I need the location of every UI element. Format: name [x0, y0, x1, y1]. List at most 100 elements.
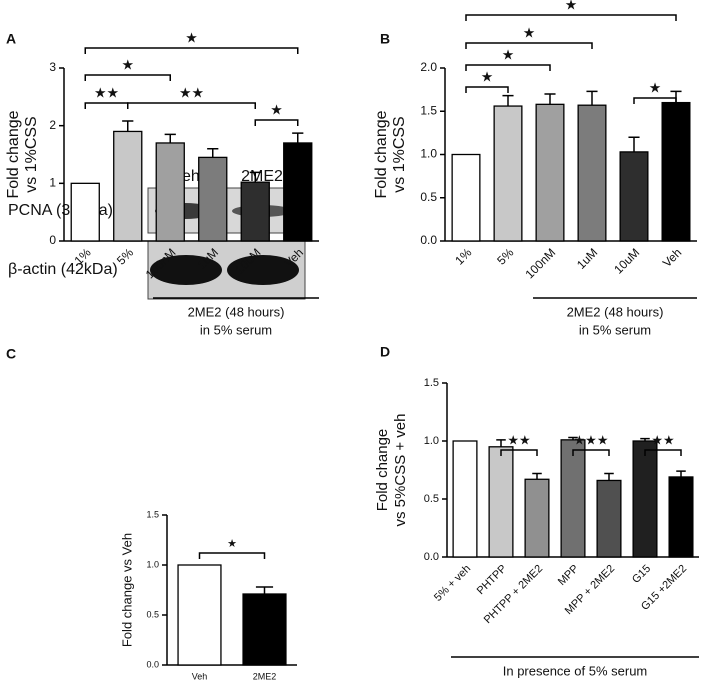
x-tick-label: 5% + veh — [432, 563, 473, 604]
y-axis-label: Fold change vs Veh — [119, 533, 134, 647]
x-tick-label: 10uM — [611, 245, 642, 276]
significance-stars: ★★★ — [574, 432, 609, 447]
significance-bracket — [465, 42, 593, 49]
significance-stars: ★ — [270, 102, 283, 118]
significance-stars: ★ — [121, 57, 134, 73]
panel-letter: D — [380, 344, 390, 360]
significance-stars: ★★ — [179, 85, 204, 101]
y-tick-label: 0.5 — [146, 609, 159, 619]
error-bar — [502, 94, 514, 107]
significance-bracket — [254, 119, 299, 126]
bar — [488, 446, 514, 558]
bar — [661, 101, 691, 242]
y-tick-label: 0.5 — [420, 190, 437, 204]
y-tick-label: 1.0 — [420, 147, 437, 161]
significance-bracket — [84, 74, 171, 81]
error-bar — [604, 472, 614, 481]
significance-stars: ★ — [649, 80, 662, 96]
significance-bracket — [84, 47, 299, 54]
error-bar — [628, 136, 640, 152]
y-tick-label: 1.5 — [420, 103, 437, 117]
bar — [577, 104, 607, 242]
x-tick-label: Veh — [192, 671, 208, 681]
bar — [493, 105, 523, 242]
y-axis-label: vs 5%CSS + veh — [392, 414, 409, 527]
significance-stars: ★ — [185, 30, 198, 46]
x-tick-label: 5% — [494, 245, 516, 267]
bar — [242, 593, 287, 666]
significance-stars: ★ — [565, 0, 578, 13]
error-bar — [164, 133, 176, 143]
error-bar — [532, 472, 542, 480]
significance-bracket — [127, 102, 256, 109]
bar — [668, 476, 694, 558]
error-bar — [249, 171, 261, 183]
error-bar — [207, 147, 219, 158]
panel-letter: B — [380, 31, 390, 47]
bar — [70, 182, 100, 242]
error-bar — [640, 437, 650, 441]
x-tick-label: 1% — [452, 245, 474, 267]
panel-letter: C — [6, 346, 16, 362]
y-axis-label: Fold change — [5, 110, 22, 198]
error-bar — [255, 586, 274, 594]
group-label: in 5% serum — [579, 322, 651, 337]
y-tick-label: 3 — [49, 60, 56, 74]
bar — [632, 440, 658, 558]
group-label: 2ME2 (48 hours) — [188, 304, 285, 319]
significance-bracket — [633, 97, 677, 104]
x-tick-label: PHTPP — [475, 563, 509, 597]
error-bar — [292, 132, 304, 143]
error-bar — [496, 439, 506, 447]
x-tick-label: G15 — [630, 563, 653, 586]
x-tick-label: 1uM — [574, 245, 600, 271]
significance-bracket — [572, 449, 610, 456]
y-tick-label: 1.0 — [424, 435, 439, 447]
bar — [452, 440, 478, 558]
bar — [177, 564, 222, 666]
bar — [560, 439, 586, 558]
significance-bracket — [500, 449, 538, 456]
significance-bracket — [465, 86, 509, 93]
significance-bracket — [465, 14, 677, 21]
error-bar — [586, 90, 598, 106]
significance-stars: ★★ — [651, 432, 674, 447]
significance-bracket — [465, 64, 551, 71]
x-tick-label: 100nM — [523, 245, 559, 281]
y-tick-label: 0.5 — [424, 493, 439, 505]
error-bar — [568, 436, 578, 440]
bar — [451, 153, 481, 242]
y-tick-label: 0 — [49, 233, 56, 247]
significance-bracket — [84, 102, 129, 109]
y-tick-label: 1.5 — [146, 509, 159, 519]
band — [150, 255, 222, 285]
bar — [283, 142, 313, 242]
y-tick-label: 2 — [49, 118, 56, 132]
bar — [113, 130, 143, 242]
significance-stars: ★★ — [94, 85, 119, 101]
group-label: in 5% serum — [200, 322, 272, 337]
significance-stars: ★ — [523, 25, 536, 41]
bar — [524, 478, 550, 558]
significance-stars: ★★ — [507, 432, 530, 447]
x-tick-label: MPP — [556, 563, 581, 588]
y-axis-label: vs 1%CSS — [23, 116, 40, 192]
significance-stars: ★ — [502, 47, 515, 63]
y-tick-label: 1 — [49, 176, 56, 190]
x-tick-label: 2ME2 — [253, 671, 277, 681]
bar — [198, 156, 228, 242]
significance-stars: ★ — [481, 69, 494, 85]
y-tick-label: 0.0 — [424, 551, 439, 563]
error-bar — [544, 93, 556, 105]
y-axis-label: Fold change — [374, 429, 391, 512]
bar — [240, 181, 270, 242]
y-tick-label: 1.5 — [424, 377, 439, 389]
y-axis-label: Fold change — [373, 110, 390, 198]
error-bar — [122, 120, 134, 132]
bar — [155, 142, 185, 242]
group-label: 2ME2 (48 hours) — [567, 304, 664, 319]
y-tick-label: 0.0 — [146, 659, 159, 669]
significance-bracket — [644, 449, 682, 456]
band — [227, 255, 299, 285]
